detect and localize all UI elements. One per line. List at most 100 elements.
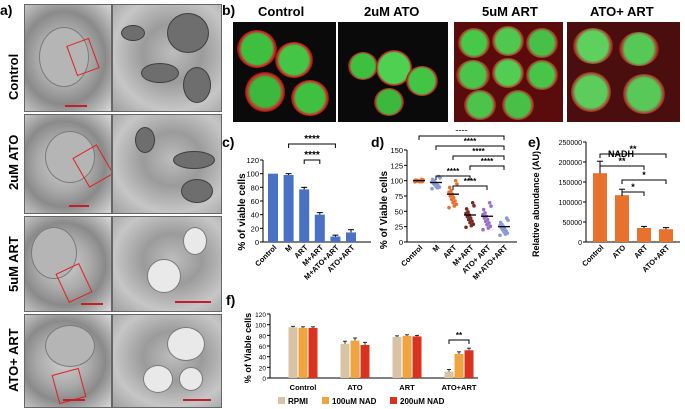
chart-f-ylabel: % of Viable cells <box>243 313 253 383</box>
chart-d-sig-label: **** <box>481 157 494 166</box>
chart-e-bar <box>659 229 673 242</box>
chart-f-bar <box>340 343 350 378</box>
chart-f-bar <box>464 350 474 378</box>
chart-d-point <box>504 216 509 220</box>
chart-c-sig-label: **** <box>304 134 320 145</box>
chart-d-point <box>447 205 451 210</box>
chart-d-point <box>481 212 485 217</box>
chart-d-point <box>447 185 452 190</box>
chart-e-x-tick-label: ATO <box>610 243 627 260</box>
chart-e-y-tick-label: 250000 <box>559 140 582 147</box>
chart-f-x-tick-label: ATO+ART <box>442 383 477 392</box>
chart-e-sig-label: * <box>642 170 646 180</box>
chart-e-bar <box>637 228 651 242</box>
panel-label-c: c) <box>222 134 235 150</box>
chart-c-y-tick-label: 120 <box>246 156 259 165</box>
chart-d-point <box>482 216 487 220</box>
chart-f-bar <box>308 327 318 378</box>
chart-d: % of Viable cells 0255075100125150******… <box>379 130 517 282</box>
chart-f-legend: RPMI 100uM NAD 200uM NAD <box>278 397 445 406</box>
fluorescence-image-control <box>233 22 336 122</box>
panel-label-e: e) <box>528 134 541 150</box>
col-title-art: 5uM ART <box>482 4 538 19</box>
chart-f-bar <box>288 327 298 378</box>
chart-d-sig-label: **** <box>464 177 477 186</box>
chart-c-y-tick-label: 20 <box>251 224 259 233</box>
chart-e-bar <box>593 173 607 242</box>
chart-e-sig-label: * <box>631 182 635 192</box>
chart-d-point <box>487 200 492 205</box>
chart-f: % of Viable cells 0 20 40 60 80 100 120 ** Contr… <box>243 312 478 406</box>
tem-image-ato-overview <box>24 114 112 214</box>
chart-e-sig-bracket <box>621 179 667 184</box>
chart-d-point <box>472 204 476 208</box>
row-label-ato-art: ATO+ ART <box>6 328 21 392</box>
chart-f-bar <box>402 335 412 378</box>
chart-d-point <box>464 207 469 211</box>
tem-image-art-inset <box>112 216 222 312</box>
chart-e-sig-bracket <box>599 153 667 158</box>
chart-d-point <box>468 220 472 225</box>
chart-f-x-tick-label: Control <box>290 383 317 392</box>
chart-d-y-tick-label: 75 <box>395 192 403 201</box>
chart-c-bar <box>346 232 356 242</box>
chart-d-y-tick-label: 25 <box>395 223 403 232</box>
chart-d-point <box>448 194 453 198</box>
panel-label-b: b) <box>222 2 236 18</box>
col-title-control: Control <box>258 4 305 19</box>
chart-c-ylabel: % of viable cells <box>237 173 248 251</box>
chart-f-bar <box>350 340 360 378</box>
chart-f-y-tick-label: 100 <box>255 323 266 330</box>
chart-d-y-tick-label: 125 <box>390 161 403 170</box>
chart-d-sig-label: **** <box>472 147 485 156</box>
chart-e-sig-bracket <box>599 165 645 170</box>
chart-f-bar <box>412 336 422 378</box>
chart-f-bar <box>298 327 308 378</box>
chart-d-sig-bracket <box>418 135 505 140</box>
chart-e-sig-label: ** <box>618 156 626 166</box>
chart-c-sig-bracket <box>303 159 321 164</box>
panel-label-f: f) <box>226 292 236 308</box>
row-label-art: 5uM ART <box>6 236 21 292</box>
chart-d-sig-bracket <box>435 145 505 150</box>
row-label-ato: 2uM ATO <box>6 134 21 190</box>
chart-f-x-tick-label: ATO <box>347 383 362 392</box>
chart-c-y-tick-label: 60 <box>251 197 259 206</box>
col-title-ato-art: ATO+ ART <box>590 4 654 19</box>
chart-d-x-tick-label: M <box>431 243 442 254</box>
chart-d-point <box>469 223 474 228</box>
legend-swatch-rpmi <box>278 397 285 404</box>
legend-label-rpmi: RPMI <box>288 397 308 406</box>
chart-d-sig-label: **** <box>464 137 477 146</box>
fluorescence-image-ato-art <box>567 22 680 122</box>
chart-d-y-tick-label: 150 <box>390 146 403 155</box>
chart-c-sig-label: **** <box>304 150 320 161</box>
fluorescence-image-ato <box>338 22 448 122</box>
chart-f-bar <box>360 344 370 378</box>
chart-c: % of viable cells 0 20 40 60 80 100 120 **** ***… <box>237 134 371 282</box>
chart-f-bar <box>444 371 454 378</box>
chart-c-bar <box>314 214 325 242</box>
col-title-ato: 2uM ATO <box>364 4 420 19</box>
legend-label-200um-nad: 200uM NAD <box>400 397 445 406</box>
chart-e-y-tick-label: 100000 <box>559 200 582 207</box>
chart-d-point <box>453 178 458 183</box>
fluorescence-image-art <box>454 22 563 122</box>
tem-image-control-inset <box>112 4 222 112</box>
chart-e-x-tick-label: ART <box>632 243 650 261</box>
legend-swatch-100um-nad <box>322 397 329 404</box>
chart-c-x-tick-label: M <box>283 243 294 254</box>
chart-d-sig-bracket <box>435 175 471 180</box>
chart-d-sig-bracket <box>452 155 505 160</box>
panel-label-d: d) <box>371 134 385 150</box>
chart-f-y-tick-label: 40 <box>259 355 267 362</box>
chart-d-point <box>498 220 503 225</box>
chart-f-y-tick-label: 80 <box>259 333 267 340</box>
panel-label-a: a) <box>0 2 13 18</box>
chart-e-y-tick-label: 150000 <box>559 180 582 187</box>
chart-e-y-tick-label: 50000 <box>563 220 583 227</box>
chart-f-y-tick-label: 20 <box>259 365 267 372</box>
chart-d-sig-label: **** <box>447 167 460 176</box>
chart-d-point <box>452 204 457 208</box>
chart-f-y-tick-label: 120 <box>255 312 266 319</box>
